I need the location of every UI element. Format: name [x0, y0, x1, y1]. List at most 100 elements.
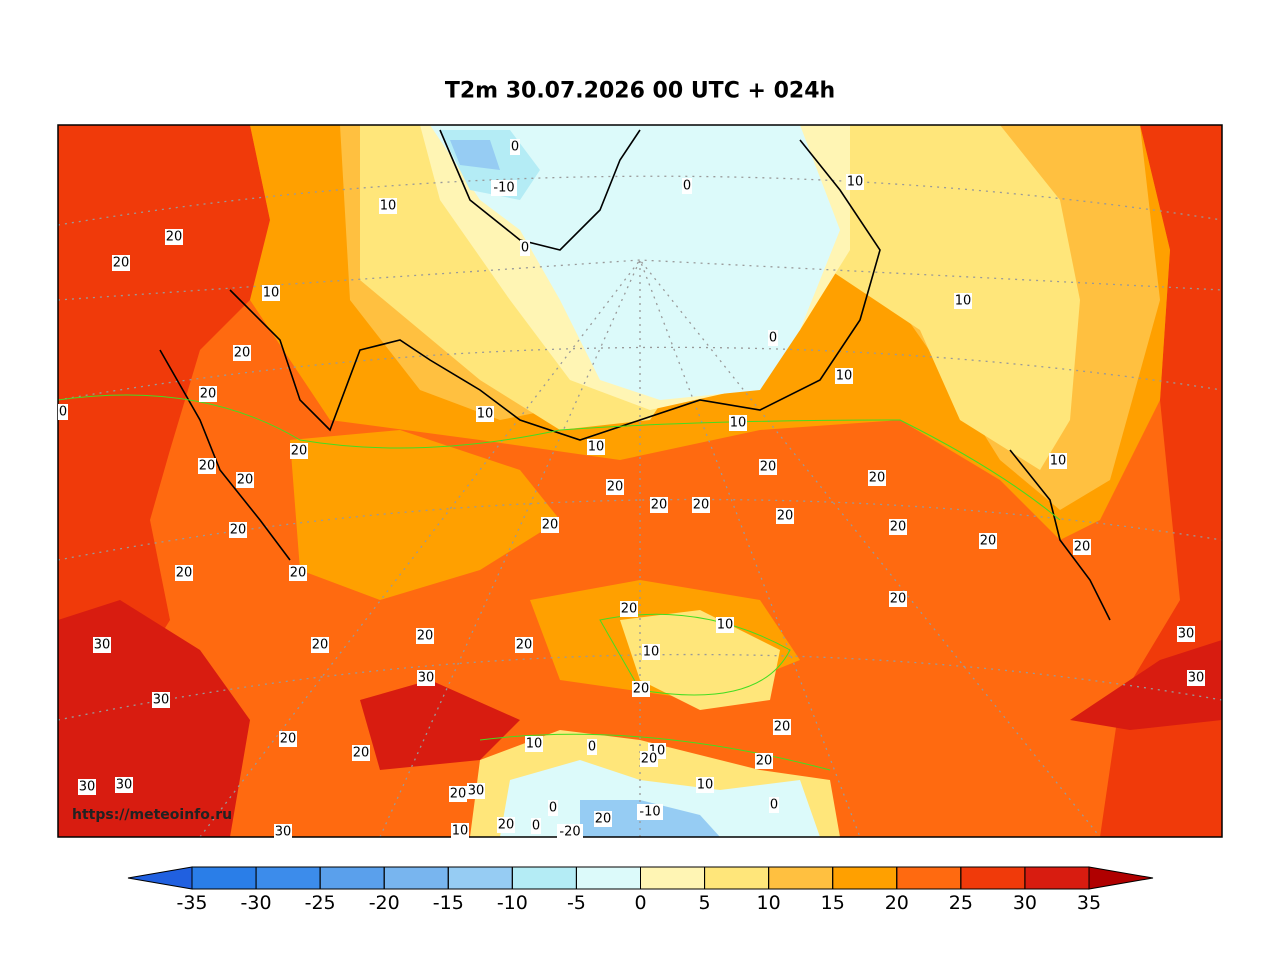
colorbar-tick-label: -10: [497, 892, 528, 914]
contour-label-bg: [632, 681, 650, 697]
contour-label-bg: [954, 293, 972, 309]
colorbar-segment: [447, 866, 513, 890]
colorbar-segment: [704, 866, 770, 890]
contour-label: 10: [380, 199, 397, 214]
contour-label-bg: [497, 817, 515, 833]
contour-label-bg: [289, 565, 307, 581]
contour-label: 0: [769, 331, 777, 346]
contour-label: 0: [59, 405, 67, 420]
contour-label: 20: [230, 523, 247, 538]
contour-label: 20: [607, 480, 624, 495]
contour-label: 20: [417, 629, 434, 644]
contour-label-bg: [776, 508, 794, 524]
contour-label-bg: [262, 285, 280, 301]
contour-label: 20: [651, 498, 668, 513]
colorbar-segment: [960, 866, 1026, 890]
contour-label: 10: [588, 440, 605, 455]
contour-label: 10: [452, 824, 469, 839]
contour-label-bg: [229, 522, 247, 538]
contour-label-bg: [515, 637, 533, 653]
contour-label: 20: [890, 520, 907, 535]
contour-label-bg: [716, 617, 734, 633]
contour-label-bg: [379, 198, 397, 214]
contour-label-bg: [165, 229, 183, 245]
contour-label-bg: [531, 818, 541, 834]
contour-label-bg: [175, 565, 193, 581]
contour-label-bg: [846, 174, 864, 190]
contour-label-bg: [198, 458, 216, 474]
contour-label: 20: [200, 387, 217, 402]
contour-label: 20: [280, 732, 297, 747]
colorbar-tick-label: -5: [567, 892, 586, 914]
contour-label-bg: [650, 497, 668, 513]
contour-label-bg: [416, 628, 434, 644]
contour-label: -10: [639, 805, 660, 820]
map-field: [58, 125, 1222, 837]
contour-label: 20: [291, 444, 308, 459]
contour-label: 20: [869, 471, 886, 486]
contour-label: 20: [774, 720, 791, 735]
contour-label: 0: [511, 140, 519, 155]
colorbar-segment: [640, 866, 706, 890]
contour-label-bg: [199, 386, 217, 402]
colorbar-tick-label: 25: [949, 892, 973, 914]
contour-label-bg: [889, 591, 907, 607]
contour-label: 20: [890, 592, 907, 607]
contour-label: 30: [275, 825, 292, 840]
contour-label-bg: [1177, 626, 1195, 642]
contour-label: 20: [980, 534, 997, 549]
contour-label-bg: [525, 736, 543, 752]
contour-label-bg: [642, 644, 660, 660]
contour-label-bg: [467, 783, 485, 799]
contour-label: 10: [836, 369, 853, 384]
colorbar-tick-label: 20: [885, 892, 909, 914]
colorbar-segment: [1024, 866, 1090, 890]
colorbar-tick-label: -30: [241, 892, 272, 914]
contour-label: 20: [516, 638, 533, 653]
contour-label-bg: [152, 692, 170, 708]
colorbar-under: [127, 866, 193, 890]
colorbar-tick-label: -25: [305, 892, 336, 914]
contour-label-bg: [769, 797, 779, 813]
contour-label-bg: [640, 751, 658, 767]
contour-label: 20: [312, 638, 329, 653]
contour-label-bg: [755, 753, 773, 769]
contour-label-bg: [835, 368, 853, 384]
colorbar-segment: [511, 866, 577, 890]
contour-label: 20: [450, 787, 467, 802]
contour-label-bg: [557, 824, 583, 840]
contour-label: 10: [263, 286, 280, 301]
contour-label-bg: [1049, 453, 1067, 469]
contour-label: 30: [468, 784, 485, 799]
contour-label: 20: [113, 256, 130, 271]
colorbar-tick-label: -15: [433, 892, 464, 914]
contour-label: 0: [532, 819, 540, 834]
contour-label-bg: [889, 519, 907, 535]
contour-label: 20: [176, 566, 193, 581]
contour-label-bg: [587, 439, 605, 455]
contour-label-bg: [290, 443, 308, 459]
contour-label-bg: [510, 139, 520, 155]
contour-label-bg: [1187, 670, 1205, 686]
contour-label: -10: [493, 181, 514, 196]
contour-label-bg: [476, 406, 494, 422]
contour-label: 30: [1178, 627, 1195, 642]
contour-label: 10: [643, 645, 660, 660]
contour-label-bg: [692, 497, 710, 513]
contour-label-bg: [236, 472, 254, 488]
contour-label: 10: [526, 737, 543, 752]
contour-label: 20: [1074, 540, 1091, 555]
colorbar-segment: [896, 866, 962, 890]
contour-label: 20: [290, 566, 307, 581]
contour-label: 10: [477, 407, 494, 422]
colorbar-tick-label: 10: [757, 892, 781, 914]
colorbar-segment: [575, 866, 642, 890]
contour-label: 10: [1050, 454, 1067, 469]
contour-label-bg: [759, 459, 777, 475]
contour-label: 20: [199, 459, 216, 474]
colorbar-tick-label: 30: [1013, 892, 1037, 914]
contour-label: 20: [777, 509, 794, 524]
contour-label-bg: [773, 719, 791, 735]
contour-label-bg: [1073, 539, 1091, 555]
